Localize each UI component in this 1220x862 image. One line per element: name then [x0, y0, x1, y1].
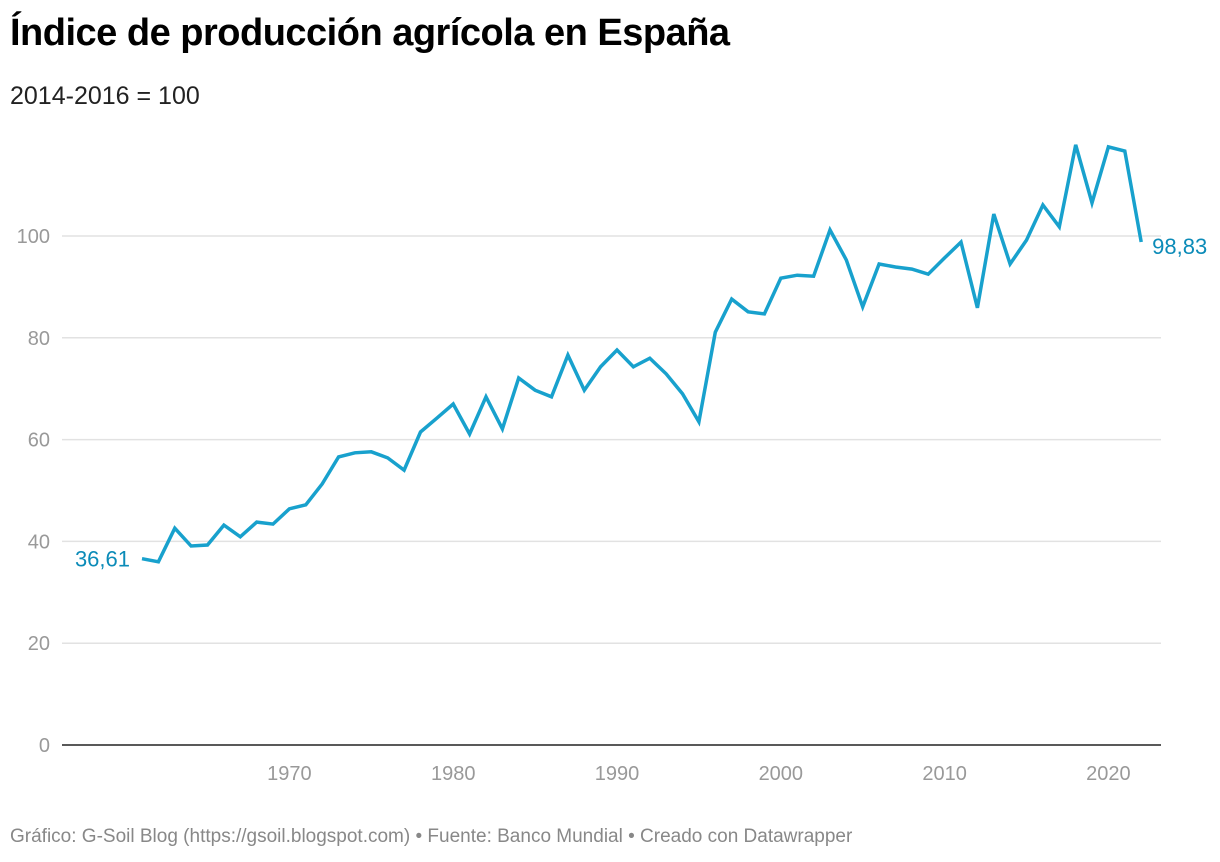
chart-title: Índice de producción agrícola en España — [10, 12, 730, 54]
chart-subtitle: 2014-2016 = 100 — [10, 82, 200, 110]
end-value-label: 98,83 — [1152, 234, 1207, 259]
y-tick-label: 40 — [28, 531, 50, 553]
x-tick-label: 1990 — [595, 763, 640, 785]
y-tick-label: 20 — [28, 633, 50, 655]
x-tick-label: 2020 — [1086, 763, 1131, 785]
data-line — [141, 144, 1143, 564]
y-tick-label: 80 — [28, 328, 50, 350]
y-tick-label: 60 — [28, 430, 50, 452]
start-value-label: 36,61 — [75, 547, 130, 572]
x-tick-label: 2000 — [759, 763, 804, 785]
x-tick-label: 2010 — [922, 763, 967, 785]
x-tick-label: 1970 — [267, 763, 312, 785]
x-tick-label: 1980 — [431, 763, 476, 785]
y-tick-label: 0 — [39, 735, 50, 757]
chart-footer: Gráfico: G-Soil Blog (https://gsoil.blog… — [10, 826, 853, 847]
y-tick-label: 100 — [17, 226, 50, 248]
